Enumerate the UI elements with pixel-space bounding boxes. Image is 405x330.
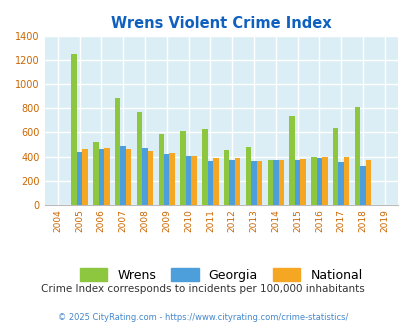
Bar [147, 151, 153, 205]
Bar [185, 156, 191, 205]
Bar [332, 128, 338, 205]
Bar [169, 153, 175, 205]
Bar [224, 150, 229, 205]
Bar [158, 134, 164, 205]
Bar [213, 158, 218, 205]
Bar [311, 156, 316, 205]
Bar [245, 148, 251, 205]
Bar [98, 149, 104, 205]
Bar [71, 54, 77, 205]
Bar [136, 112, 142, 205]
Bar [229, 159, 234, 205]
Bar [93, 142, 98, 205]
Bar [343, 157, 349, 205]
Bar [321, 157, 327, 205]
Bar [354, 107, 359, 205]
Bar [273, 159, 278, 205]
Bar [191, 156, 196, 205]
Bar [77, 152, 82, 205]
Text: © 2025 CityRating.com - https://www.cityrating.com/crime-statistics/: © 2025 CityRating.com - https://www.city… [58, 313, 347, 322]
Bar [289, 116, 294, 205]
Bar [120, 146, 126, 205]
Bar [164, 154, 169, 205]
Bar [365, 159, 370, 205]
Bar [180, 131, 185, 205]
Bar [300, 159, 305, 205]
Bar [202, 129, 207, 205]
Text: Crime Index corresponds to incidents per 100,000 inhabitants: Crime Index corresponds to incidents per… [41, 284, 364, 294]
Legend: Wrens, Georgia, National: Wrens, Georgia, National [73, 261, 368, 288]
Bar [278, 159, 283, 205]
Bar [316, 158, 321, 205]
Bar [234, 158, 240, 205]
Bar [294, 159, 300, 205]
Bar [267, 159, 273, 205]
Bar [126, 149, 131, 205]
Bar [104, 148, 109, 205]
Bar [82, 149, 87, 205]
Bar [115, 98, 120, 205]
Bar [142, 148, 147, 205]
Title: Wrens Violent Crime Index: Wrens Violent Crime Index [111, 16, 331, 31]
Bar [207, 161, 213, 205]
Bar [256, 161, 262, 205]
Bar [251, 161, 256, 205]
Bar [338, 162, 343, 205]
Bar [359, 166, 365, 205]
